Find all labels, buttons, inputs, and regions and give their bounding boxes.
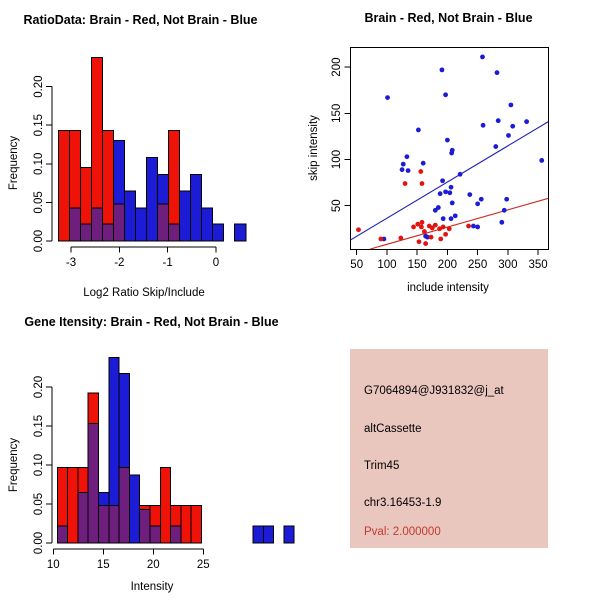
svg-text:250: 250 [468, 259, 487, 271]
svg-text:50: 50 [350, 259, 363, 271]
info-pval: Pval: 2.000000 [364, 526, 441, 538]
svg-text:0.05: 0.05 [33, 191, 45, 213]
scatter-ylabel: skip intensity [308, 115, 320, 181]
svg-text:150: 150 [408, 259, 427, 271]
svg-text:0.10: 0.10 [33, 454, 45, 476]
svg-text:50: 50 [331, 199, 343, 212]
svg-text:-1: -1 [163, 257, 173, 269]
svg-text:25: 25 [197, 559, 210, 571]
ratio-hist-title: RatioData: Brain - Red, Not Brain - Blue [23, 13, 258, 27]
gene-hist-title: Gene Itensity: Brain - Red, Not Brain - … [24, 315, 279, 329]
info-splice-type: altCassette [364, 423, 422, 435]
gene-histogram: 10 15 20 25 0.00 0.05 0.10 0.15 0.20 [33, 356, 295, 571]
svg-text:350: 350 [529, 259, 548, 271]
svg-text:200: 200 [438, 259, 457, 271]
svg-text:0.00: 0.00 [33, 532, 45, 554]
svg-text:0: 0 [213, 257, 219, 269]
ratio-hist-xlabel: Log2 Ratio Skip/Include [83, 287, 205, 299]
ratio-histogram: -3 -2 -1 0 0.00 0.05 0.10 0.15 0.20 [33, 56, 247, 269]
svg-text:200: 200 [331, 58, 343, 77]
svg-text:300: 300 [498, 259, 517, 271]
svg-text:0.15: 0.15 [33, 114, 45, 136]
svg-text:15: 15 [97, 559, 110, 571]
svg-text:0.20: 0.20 [33, 75, 45, 97]
gene-hist-xlabel: Intensity [130, 581, 174, 593]
svg-text:-2: -2 [114, 257, 124, 269]
svg-text:0.00: 0.00 [33, 230, 45, 252]
info-gene-name: Trim45 [364, 460, 400, 472]
gene-hist-ylabel: Frequency [8, 437, 20, 493]
svg-text:100: 100 [331, 150, 343, 169]
info-location: chr3.16453-1.9 [364, 497, 442, 509]
svg-text:100: 100 [377, 259, 396, 271]
svg-text:150: 150 [331, 104, 343, 123]
ratio-hist-ylabel: Frequency [8, 135, 20, 191]
svg-text:20: 20 [147, 559, 160, 571]
brain-scatter: 50 100 150 200 250 300 350 50 100 150 200 [331, 47, 549, 271]
info-probe-id: G7064894@J931832@j_at [364, 385, 504, 397]
scatter-xlabel: include intensity [407, 282, 489, 294]
svg-text:0.10: 0.10 [33, 153, 45, 175]
svg-text:0.20: 0.20 [33, 376, 45, 398]
scatter-title: Brain - Red, Not Brain - Blue [364, 11, 533, 25]
svg-text:0.05: 0.05 [33, 493, 45, 515]
svg-text:10: 10 [47, 559, 60, 571]
svg-text:0.15: 0.15 [33, 415, 45, 437]
svg-text:-3: -3 [66, 257, 76, 269]
gene-info-panel: G7064894@J931832@j_at altCassette Trim45… [350, 349, 548, 548]
